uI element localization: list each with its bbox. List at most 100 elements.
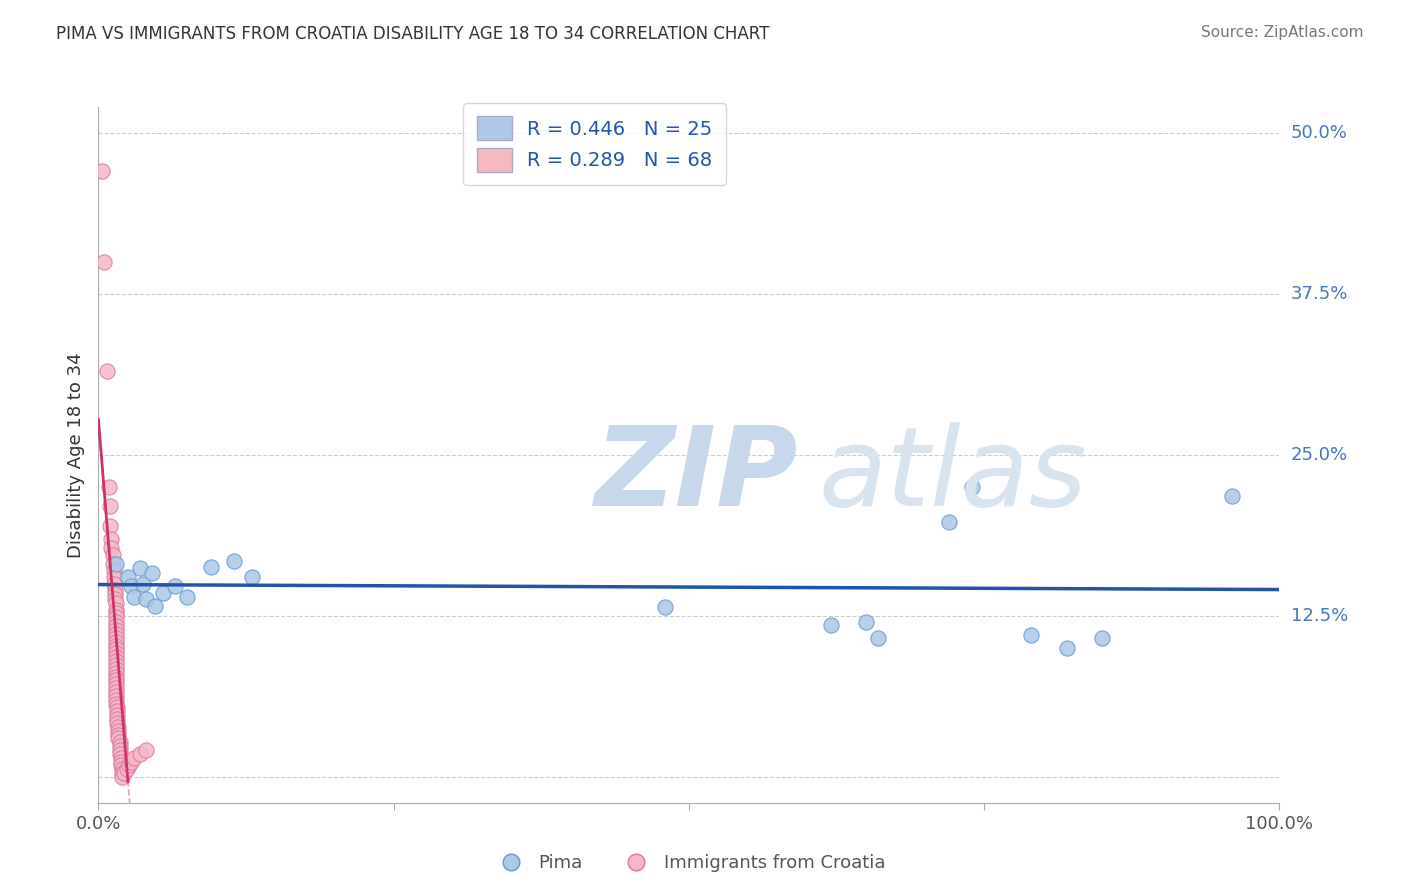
Point (105, 685, 128, 699)
Point (105, 639, 128, 653)
Point (91, 164, 114, 178)
Point (128, 747, 150, 761)
Point (866, 631, 889, 645)
Point (110, 758, 132, 772)
Point (110, 750, 132, 764)
Point (165, 579, 187, 593)
Point (121, 579, 143, 593)
Point (1091, 631, 1114, 645)
Point (135, 743, 157, 757)
Point (105, 619, 128, 633)
Point (93, 254, 115, 268)
Point (101, 549, 124, 563)
Point (103, 570, 125, 584)
Point (111, 762, 134, 776)
Point (121, 755, 143, 769)
Point (240, 570, 263, 584)
Point (117, 570, 139, 584)
Legend: Pima, Immigrants from Croatia: Pima, Immigrants from Croatia (485, 847, 893, 879)
Point (104, 587, 127, 601)
Point (654, 599, 676, 614)
Text: Source: ZipAtlas.com: Source: ZipAtlas.com (1201, 25, 1364, 40)
Point (118, 758, 141, 772)
Point (98, 500, 121, 514)
Point (103, 576, 125, 591)
Y-axis label: Disability Age 18 to 34: Disability Age 18 to 34 (66, 352, 84, 558)
Point (107, 731, 129, 746)
Point (105, 692, 128, 706)
Point (135, 592, 157, 607)
Point (105, 700, 128, 714)
Point (105, 673, 128, 688)
Point (855, 615, 877, 630)
Point (115, 762, 138, 776)
Point (100, 532, 122, 546)
Point (105, 697, 128, 711)
Text: atlas: atlas (818, 422, 1087, 529)
Point (105, 627, 128, 641)
Point (105, 681, 128, 695)
Point (107, 727, 129, 741)
Point (105, 665, 128, 680)
Point (105, 558, 128, 572)
Point (1021, 628, 1043, 642)
Point (105, 623, 128, 637)
Point (105, 602, 128, 616)
Point (105, 607, 128, 621)
Point (105, 712, 128, 726)
Point (122, 590, 145, 604)
Point (103, 564, 125, 578)
Text: 12.5%: 12.5% (1291, 607, 1348, 625)
Point (105, 669, 128, 683)
Point (108, 743, 131, 757)
Point (105, 677, 128, 691)
Point (105, 657, 128, 672)
Text: 50.0%: 50.0% (1291, 124, 1347, 142)
Point (1220, 489, 1243, 503)
Point (105, 596, 128, 610)
Point (132, 576, 155, 591)
Point (107, 720, 129, 734)
Point (820, 618, 842, 632)
Point (105, 654, 128, 668)
Point (98, 518, 121, 533)
Point (200, 560, 222, 574)
Point (105, 704, 128, 718)
Point (141, 566, 163, 581)
Point (176, 590, 198, 604)
Point (105, 689, 128, 703)
Point (107, 723, 129, 738)
Point (105, 615, 128, 630)
Point (143, 599, 166, 613)
Point (108, 735, 131, 749)
Point (110, 755, 132, 769)
Point (112, 766, 135, 780)
Point (122, 750, 145, 764)
Point (111, 766, 134, 780)
Point (104, 583, 127, 598)
Text: 25.0%: 25.0% (1291, 446, 1348, 464)
Point (108, 739, 131, 753)
Point (100, 541, 122, 555)
Point (105, 708, 128, 723)
Point (101, 558, 124, 572)
Text: PIMA VS IMMIGRANTS FROM CROATIA DISABILITY AGE 18 TO 34 CORRELATION CHART: PIMA VS IMMIGRANTS FROM CROATIA DISABILI… (56, 25, 769, 43)
Text: ZIP: ZIP (595, 422, 799, 529)
Point (105, 715, 128, 730)
Point (105, 631, 128, 645)
Point (1056, 641, 1078, 656)
Point (962, 480, 984, 494)
Point (105, 646, 128, 660)
Point (104, 592, 127, 607)
Point (105, 642, 128, 657)
Point (105, 610, 128, 624)
Point (938, 515, 960, 529)
Point (108, 747, 131, 761)
Point (105, 634, 128, 648)
Point (111, 770, 134, 784)
Point (152, 586, 174, 600)
Point (224, 553, 246, 567)
Point (105, 662, 128, 676)
Point (96, 364, 118, 378)
Point (105, 650, 128, 665)
